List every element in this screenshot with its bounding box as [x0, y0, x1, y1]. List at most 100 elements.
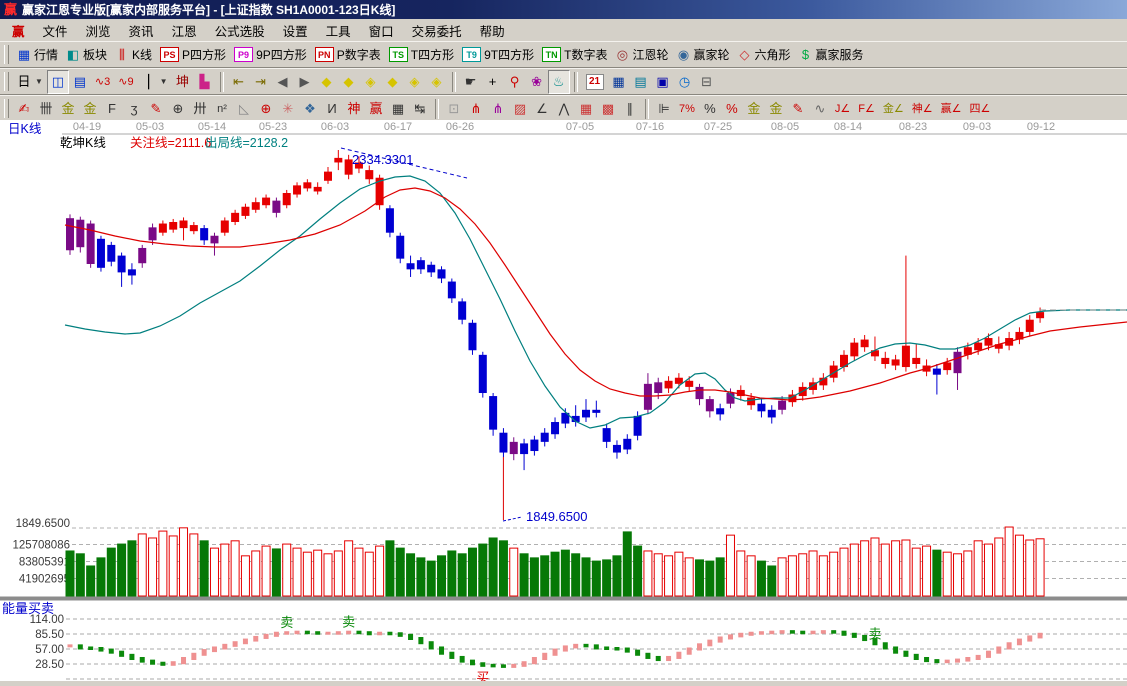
hand-tool-button[interactable]: ☛ [460, 70, 482, 94]
region-zoom-button[interactable]: ⚲ [504, 70, 526, 94]
pan-right-button[interactable]: ◆ [338, 70, 360, 94]
candle-style-dropdown-icon[interactable]: ▼ [159, 77, 168, 86]
n-square-button[interactable]: n² [211, 97, 233, 121]
zoom-in-all-button[interactable]: ◈ [404, 70, 426, 94]
measure-bars-button[interactable]: ⊫ [653, 97, 675, 121]
9t-square-button[interactable]: T9 9T四方形 [458, 43, 538, 67]
menu-tools[interactable]: 工具 [325, 24, 351, 39]
circle-grid-button[interactable]: ⊕ [167, 97, 189, 121]
nav-prev-button[interactable]: ◀ [272, 70, 294, 94]
nav-next-button[interactable]: ▶ [294, 70, 316, 94]
indicator-bar [119, 650, 125, 657]
calculator-button[interactable]: ▦ [608, 70, 630, 94]
nav-last-button[interactable]: ⇥ [250, 70, 272, 94]
hatch-tool-button[interactable]: 卅 [189, 97, 211, 121]
grid-tool-button[interactable]: 卌 [35, 97, 57, 121]
menu-settings[interactable]: 设置 [282, 24, 308, 39]
winner-wheel-button[interactable]: ◉ 赢家轮 [672, 43, 733, 67]
gann-angle-f-button[interactable]: F∠ [854, 97, 879, 121]
menu-help[interactable]: 帮助 [479, 24, 505, 39]
draw-pen-2-button[interactable]: ✎ [145, 97, 167, 121]
t-square-button[interactable]: TS T四方形 [385, 43, 458, 67]
percent-button[interactable]: % [699, 97, 721, 121]
grid-red-a-button[interactable]: ▦ [575, 97, 597, 121]
zoom-out-all-button[interactable]: ◈ [426, 70, 448, 94]
target-circle-button[interactable]: ⊕ [255, 97, 277, 121]
calendar-button[interactable]: 21 [582, 70, 608, 94]
ruler-123-button[interactable]: ▦ [387, 97, 409, 121]
gold-line-button[interactable]: 金 [765, 97, 787, 121]
period-day-dropdown-icon[interactable]: ▼ [35, 77, 43, 86]
flag-pen-button[interactable]: ✎ [787, 97, 809, 121]
gold-circle-button[interactable]: 金 [743, 97, 765, 121]
kline-merge-3-button[interactable]: ∿3 [91, 70, 114, 94]
gann-tools-button[interactable]: ❀ [526, 70, 548, 94]
t-table-button[interactable]: TN T数字表 [538, 43, 611, 67]
box-grid-red-button[interactable]: ▨ [509, 97, 531, 121]
menu-logo[interactable]: 赢 [12, 24, 25, 39]
chart-area[interactable]: 04-19 05-03 05-14 05-23 06-03 06-17 06-26 07-05… [0, 120, 1127, 685]
angle-line-button[interactable]: ∠ [531, 97, 553, 121]
angle-ruler-button[interactable]: ◺ [233, 97, 255, 121]
zoom-vert-button[interactable]: ◆ [382, 70, 404, 94]
gann-angle-gold-button[interactable]: 金∠ [879, 97, 908, 121]
fan-lines-red-button[interactable]: ⋔ [465, 97, 487, 121]
candle-style-button[interactable]: ⎮ ▼ [138, 70, 172, 94]
menu-gann[interactable]: 江恩 [171, 24, 197, 39]
gann-angle-j-button[interactable]: J∠ [831, 97, 854, 121]
fan-lines-purple-button[interactable]: ⋔ [487, 97, 509, 121]
spiral-tool-button[interactable]: ʒ [123, 97, 145, 121]
wave-mark-button[interactable]: И [321, 97, 343, 121]
wave-line-button[interactable]: ∿ [809, 97, 831, 121]
qiankun-kline-button[interactable]: 坤 [172, 70, 194, 94]
kline-merge-9-button[interactable]: ∿9 [114, 70, 137, 94]
volume-profile-button[interactable]: ▙ [194, 70, 216, 94]
save-button[interactable]: ▣ [652, 70, 674, 94]
percent-7-button[interactable]: 7% [675, 97, 699, 121]
kline-button[interactable]: ⫼ K线 [111, 43, 156, 67]
menu-trade[interactable]: 交易委托 [411, 24, 462, 39]
gold-grid-a-button[interactable]: 金 [57, 97, 79, 121]
kline-chart[interactable]: 04-19 05-03 05-14 05-23 06-03 06-17 06-26 07-05… [0, 120, 1127, 685]
quotes-button[interactable]: ▦ 行情 [13, 43, 62, 67]
parallel-lines-button[interactable]: ∥ [619, 97, 641, 121]
gann-angle-god-button[interactable]: 神∠ [908, 97, 937, 121]
nav-first-button[interactable]: ⇤ [228, 70, 250, 94]
width-measure-button[interactable]: ↹ [409, 97, 431, 121]
pan-left-button[interactable]: ◆ [316, 70, 338, 94]
hexagon-button[interactable]: ◇ 六角形 [734, 43, 795, 67]
smart-analysis-button[interactable]: ♨ [547, 69, 570, 94]
sectors-button[interactable]: ◧ 板块 [62, 43, 111, 67]
zoom-horiz-button[interactable]: ◈ [360, 70, 382, 94]
menu-window[interactable]: 窗口 [368, 24, 394, 39]
web-tool-button[interactable]: ✳ [277, 97, 299, 121]
box-select-button[interactable]: ⊡ [443, 97, 465, 121]
menu-browse[interactable]: 浏览 [85, 24, 111, 39]
gann-wheel-button[interactable]: ◎ 江恩轮 [611, 43, 672, 67]
grid-red-b-button[interactable]: ▩ [597, 97, 619, 121]
chart-layout-button[interactable]: ◫ [46, 69, 69, 94]
gold-grid-b-button[interactable]: 金 [79, 97, 101, 121]
win-grid-button[interactable]: 赢 [365, 97, 387, 121]
crosshair-tool-button[interactable]: + [482, 70, 504, 94]
gann-angle-win-button[interactable]: 赢∠ [937, 97, 966, 121]
web-grid-button[interactable]: ❖ [299, 97, 321, 121]
p-square-button[interactable]: PS P四方形 [156, 43, 230, 67]
data-manager-button[interactable]: ◷ [674, 70, 696, 94]
zigzag-line-button[interactable]: ⋀ [553, 97, 575, 121]
p-table-button[interactable]: PN P数字表 [311, 43, 385, 67]
gann-angle-4-button[interactable]: 四∠ [966, 97, 995, 121]
fibo-grid-button[interactable]: F [101, 97, 123, 121]
winner-service-button[interactable]: $ 赢家服务 [795, 43, 868, 67]
menu-formula-pick[interactable]: 公式选股 [214, 24, 265, 39]
9p-square-button[interactable]: P9 9P四方形 [230, 43, 311, 67]
menu-news[interactable]: 资讯 [128, 24, 154, 39]
god-grid-button[interactable]: 神 [343, 97, 365, 121]
menu-file[interactable]: 文件 [42, 24, 68, 39]
draw-pen-button[interactable]: ✍ [13, 97, 35, 121]
notepad-button[interactable]: ▤ [630, 70, 652, 94]
print-button[interactable]: ⊟ [696, 70, 718, 94]
period-day-button[interactable]: 日 ▼ [13, 70, 47, 94]
percent-line-button[interactable]: % [721, 97, 743, 121]
info-panel-button[interactable]: ▤ [69, 70, 91, 94]
